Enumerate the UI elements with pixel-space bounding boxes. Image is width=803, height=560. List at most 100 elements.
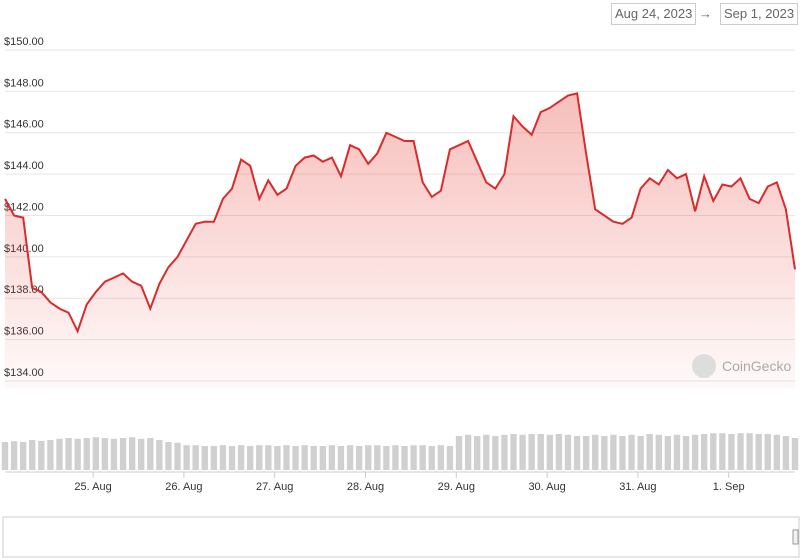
x-tick-label: 1. Sep [713,481,745,493]
volume-bar [555,434,563,470]
volume-bar [582,436,590,470]
volume-bar [437,445,445,470]
navigator-handle[interactable] [792,529,799,545]
volume-bar [483,434,490,470]
volume-bar [773,434,781,470]
volume-bar [365,445,372,470]
watermark: CoinGecko [722,358,792,374]
volume-bar [165,442,172,470]
volume-bar [110,438,118,470]
volume-bar [682,436,690,470]
volume-bar [283,445,290,470]
volume-bar [101,438,109,470]
y-tick-label: $146.00 [4,119,44,131]
volume-bar [419,445,426,470]
volume-bar [737,433,744,470]
volume-bar [19,442,27,470]
watermark-icon [692,354,716,378]
volume-bar [156,440,163,470]
volume-bar [374,445,381,470]
volume-bar [564,434,572,470]
volume-bar [637,436,644,470]
volume-bar [673,434,681,470]
volume-bar [38,440,45,470]
volume-bar [310,446,317,470]
volume-bar [328,445,336,470]
volume-bar [265,445,272,470]
volume-bar [474,436,481,470]
volume-bar [628,434,635,470]
volume-bar [219,445,227,470]
range-arrow: → [699,6,712,21]
x-tick-label: 30. Aug [528,481,565,493]
volume-bar [546,434,554,470]
volume-bar [455,436,463,470]
volume-bar [710,433,717,470]
start-date[interactable]: Aug 24, 2023 [611,3,697,25]
volume-bar [301,445,308,470]
volume-bar [337,446,345,470]
volume-bar [383,446,390,470]
volume-bar [292,446,299,470]
volume-bar [183,445,190,470]
volume-bar [65,438,72,470]
volume-bar [74,438,81,470]
volume-bar [464,434,472,470]
volume-bar [573,436,581,470]
y-tick-label: $144.00 [4,160,44,172]
volume-bar [392,445,399,470]
volume-bar [401,446,408,470]
volume-bar [428,446,435,470]
volume-bar [210,446,218,470]
volume-bar [746,433,753,470]
x-tick-label: 27. Aug [256,481,293,493]
volume-bar [256,445,263,470]
x-tick-label: 29. Aug [438,481,475,493]
volume-bar [319,446,326,470]
volume-bar [764,434,771,470]
volume-bar [492,436,499,470]
volume-bar [47,440,54,470]
volume-bar [446,446,454,470]
volume-bar [355,446,363,470]
price-line [4,92,796,334]
price-area [5,93,795,389]
volume-bar [147,438,154,470]
volume-bar [138,438,145,470]
volume-bar [1,442,9,470]
y-tick-label: $142.00 [4,201,44,213]
volume-bar [701,434,708,470]
volume-bar [728,434,735,470]
volume-bar [192,445,199,470]
volume-bar [610,434,617,470]
volume-bar [201,446,208,470]
volume-bar [119,438,127,470]
volume-bar [528,434,535,470]
volume-bar [128,437,136,470]
volume-bar [410,445,417,470]
volume-bar [655,434,662,470]
volume-bar [782,436,790,470]
volume-bar [592,434,599,470]
volume-bar [519,434,526,470]
end-date[interactable]: Sep 1, 2023 [720,3,799,25]
volume-bar [346,445,354,470]
volume-bar [29,440,36,470]
volume-bar [791,438,799,470]
x-tick-label: 26. Aug [165,481,202,493]
y-tick-label: $148.00 [4,77,44,89]
volume-bar [619,436,626,470]
y-tick-label: $150.00 [4,36,44,48]
volume-bar [691,434,699,470]
x-tick-label: 31. Aug [619,481,656,493]
volume-bar [601,436,608,470]
volume-bar [228,446,236,470]
volume-bar [92,437,99,470]
x-tick-label: 28. Aug [347,481,384,493]
volume-bar [646,434,653,470]
volume-bar [10,441,18,470]
volume-bar [537,434,544,470]
volume-bar [719,433,726,470]
